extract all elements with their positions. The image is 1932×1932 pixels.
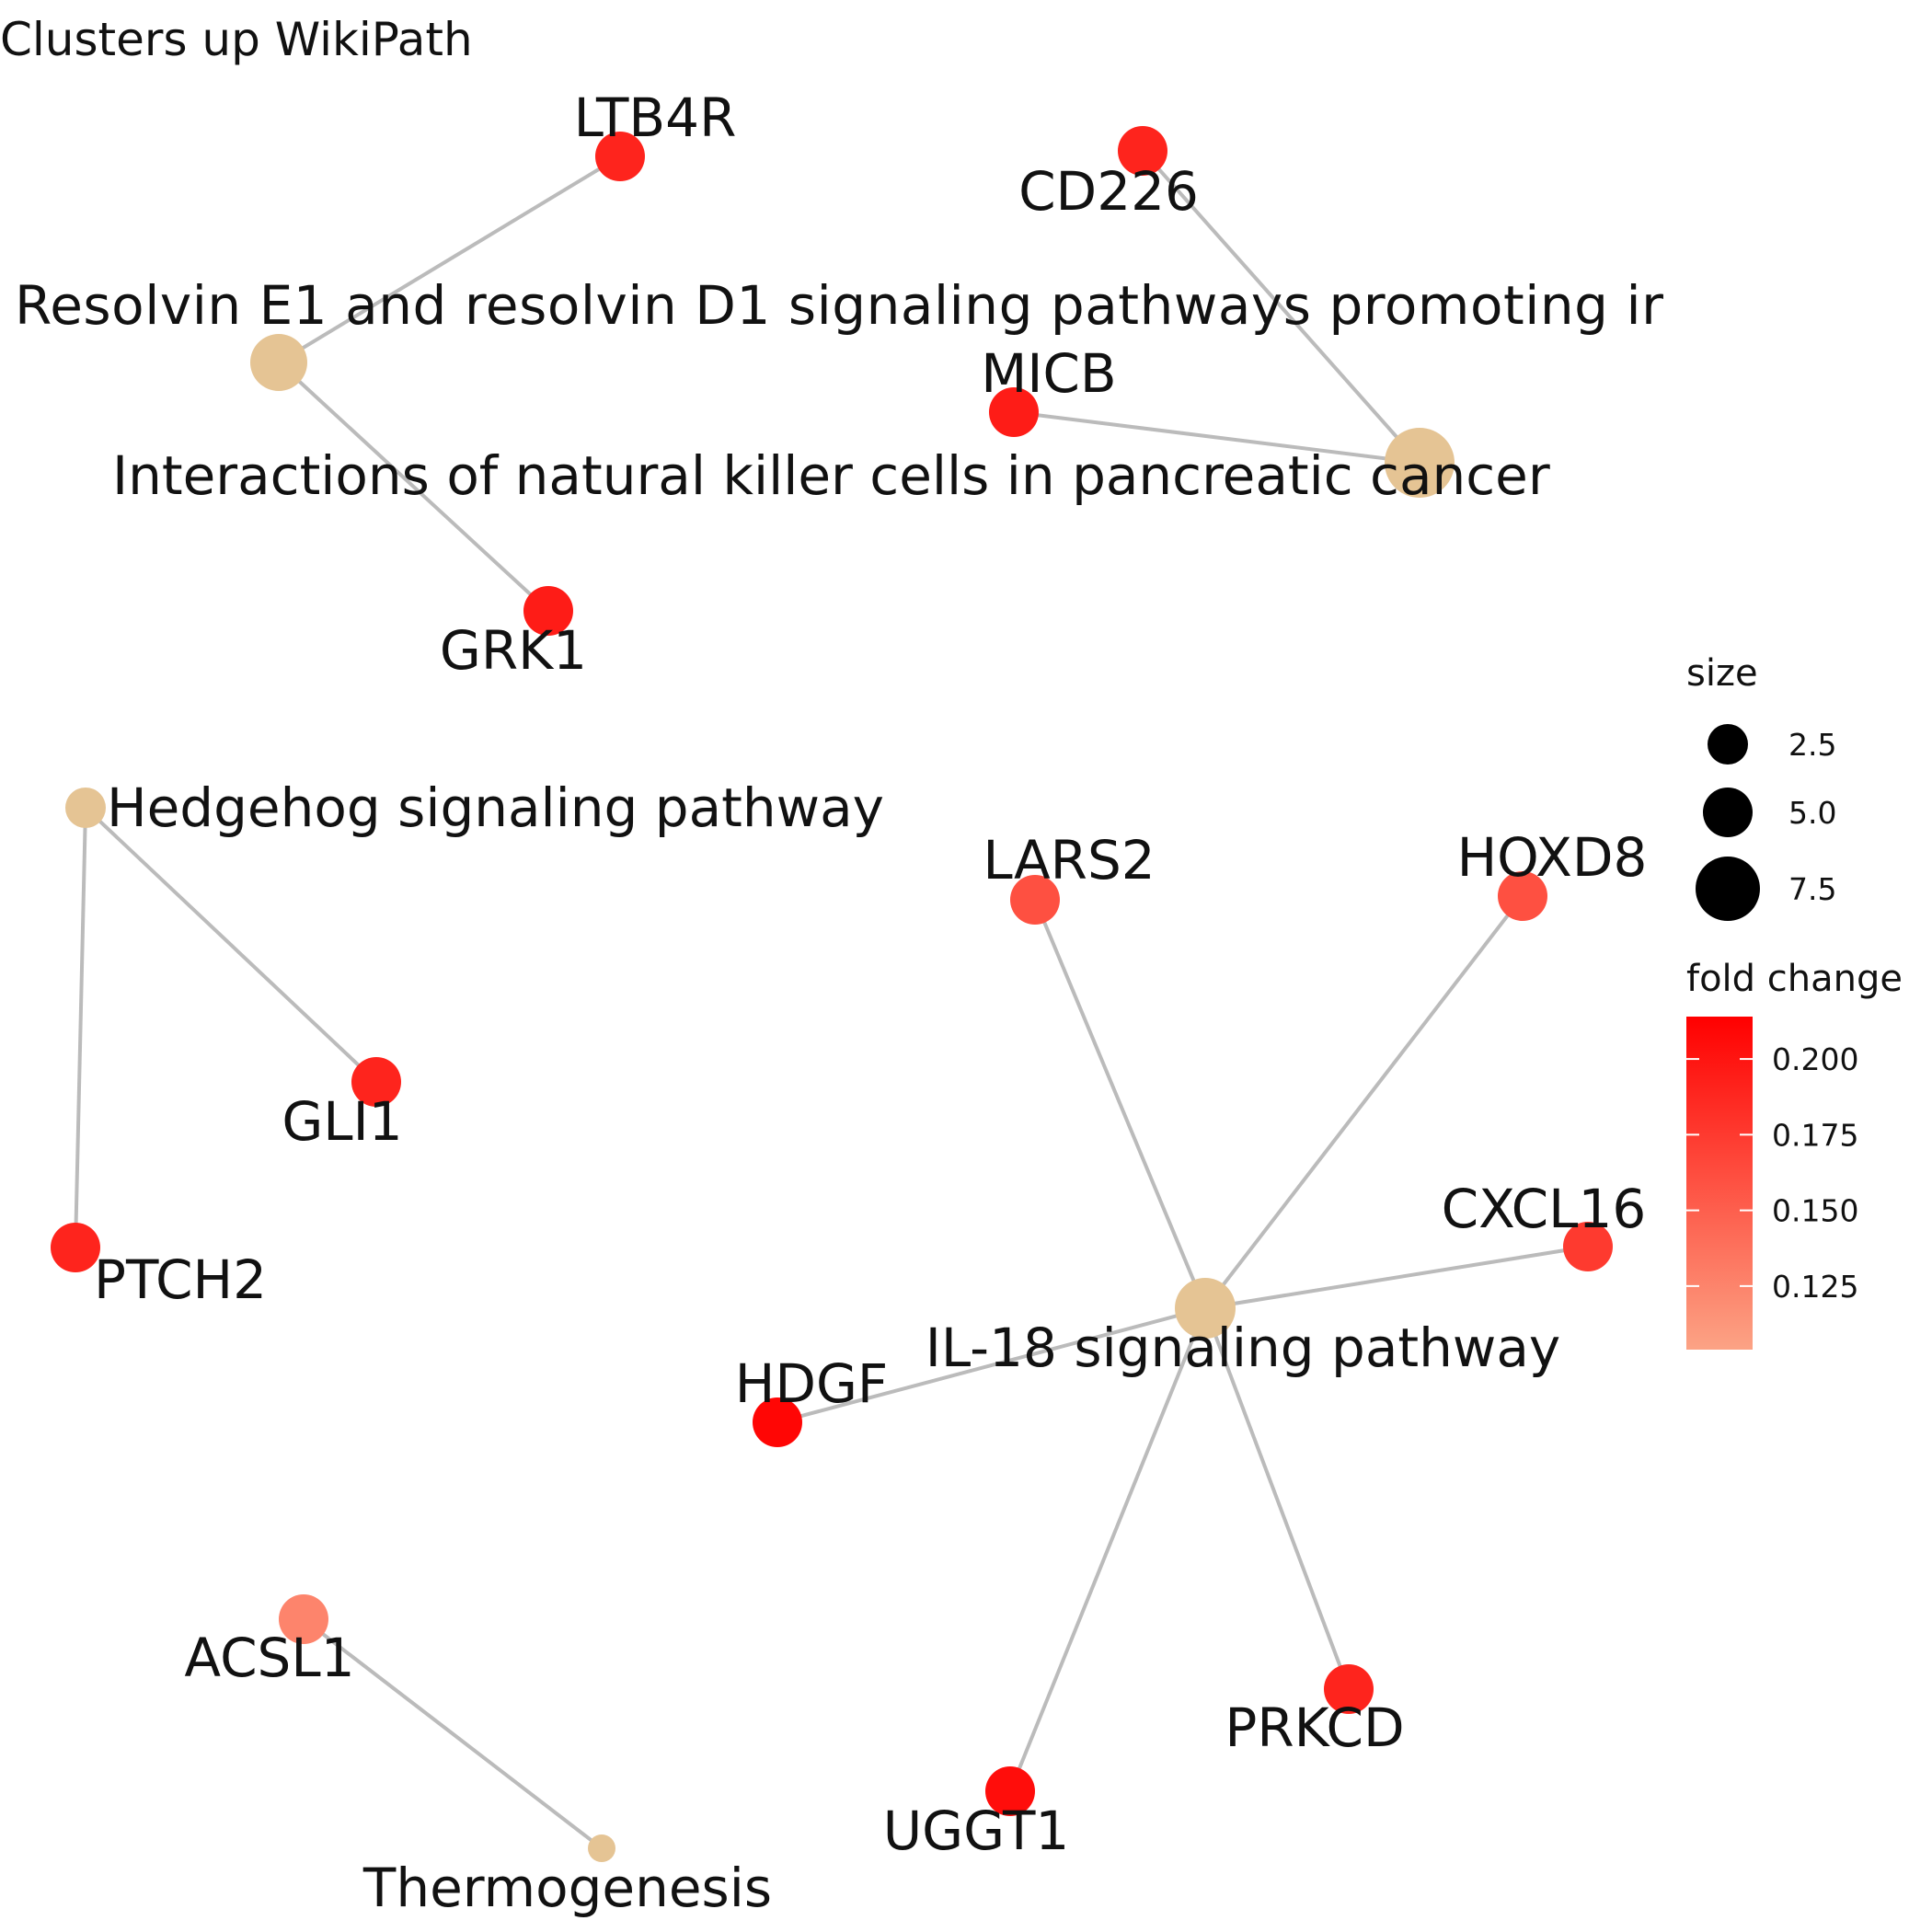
label-ptch2: PTCH2 bbox=[94, 1248, 267, 1311]
node-il18 bbox=[1175, 1278, 1236, 1339]
label-nk_pancreatic: Interactions of natural killer cells in … bbox=[112, 444, 1550, 507]
fold-change-ticks: 0.200 0.175 0.150 0.125 bbox=[1686, 1041, 1858, 1305]
edge-nk_pancreatic-micb bbox=[1013, 410, 1420, 465]
label-uggt1: UGGT1 bbox=[883, 1800, 1070, 1862]
label-thermogenesis: Thermogenesis bbox=[362, 1857, 772, 1919]
edge-hedgehog-gli1 bbox=[84, 806, 378, 1084]
node-layer bbox=[51, 126, 1613, 1862]
node-grk1 bbox=[523, 586, 573, 636]
label-ltb4r: LTB4R bbox=[574, 86, 737, 149]
label-micb: MICB bbox=[981, 342, 1116, 405]
edge-layer bbox=[74, 149, 1589, 1850]
size-legend-dot-2 bbox=[1696, 857, 1760, 921]
edge-acsl1-thermogenesis bbox=[302, 1617, 604, 1850]
node-thermogenesis bbox=[588, 1834, 615, 1862]
label-hoxd8: HOXD8 bbox=[1457, 826, 1648, 889]
edge-il18-lars2 bbox=[1033, 899, 1207, 1309]
label-resolvin: Resolvin E1 and resolvin D1 signaling pa… bbox=[15, 274, 1663, 337]
fold-tick-label-3: 0.125 bbox=[1772, 1269, 1858, 1305]
size-legend-label-0: 2.5 bbox=[1788, 727, 1836, 763]
label-cd226: CD226 bbox=[1018, 160, 1199, 223]
node-uggt1 bbox=[985, 1766, 1035, 1816]
edge-il18-uggt1 bbox=[1008, 1307, 1207, 1792]
node-hdgf bbox=[753, 1397, 802, 1447]
label-grk1: GRK1 bbox=[440, 619, 587, 682]
size-legend-dot-1 bbox=[1703, 788, 1753, 837]
size-legend-title: size bbox=[1686, 652, 1758, 695]
label-lars2: LARS2 bbox=[983, 829, 1155, 891]
fold-tick-label-2: 0.150 bbox=[1772, 1193, 1858, 1229]
fold-tick-label-1: 0.175 bbox=[1772, 1117, 1858, 1153]
fold-change-colorbar bbox=[1686, 1017, 1753, 1350]
node-ltb4r bbox=[595, 132, 645, 181]
node-hoxd8 bbox=[1498, 871, 1547, 921]
node-hedgehog bbox=[65, 788, 106, 828]
edge-nk_pancreatic-cd226 bbox=[1141, 149, 1421, 465]
size-legend-label-1: 5.0 bbox=[1788, 795, 1836, 831]
size-legend: 2.5 5.0 7.5 bbox=[1696, 724, 1836, 921]
edge-il18-hoxd8 bbox=[1203, 894, 1524, 1310]
node-cxcl16 bbox=[1563, 1222, 1613, 1271]
node-acsl1 bbox=[279, 1594, 328, 1644]
legend: size 2.5 5.0 7.5 fold change 0.200 0.175 0.1… bbox=[1686, 652, 1903, 1350]
node-lars2 bbox=[1010, 875, 1060, 925]
label-hedgehog: Hedgehog signaling pathway bbox=[107, 776, 884, 839]
edge-il18-cxcl16 bbox=[1204, 1245, 1589, 1310]
edge-resolvin-grk1 bbox=[277, 361, 550, 613]
edge-resolvin-ltb4r bbox=[277, 155, 622, 364]
label-il18: IL-18 signaling pathway bbox=[926, 1317, 1560, 1379]
size-legend-dot-0 bbox=[1708, 724, 1748, 765]
label-prkcd: PRKCD bbox=[1225, 1696, 1404, 1759]
size-legend-label-2: 7.5 bbox=[1788, 871, 1836, 907]
node-gli1 bbox=[351, 1057, 401, 1107]
label-layer: Resolvin E1 and resolvin D1 signaling pa… bbox=[15, 86, 1663, 1919]
node-micb bbox=[989, 387, 1039, 437]
edge-il18-prkcd bbox=[1203, 1307, 1351, 1690]
node-ptch2 bbox=[51, 1223, 100, 1272]
label-acsl1: ACSL1 bbox=[184, 1627, 354, 1689]
edge-hedgehog-ptch2 bbox=[74, 807, 87, 1248]
node-prkcd bbox=[1324, 1664, 1374, 1714]
node-resolvin bbox=[250, 334, 307, 391]
node-nk_pancreatic bbox=[1385, 428, 1455, 498]
label-hdgf: HDGF bbox=[735, 1352, 889, 1415]
fold-tick-label-0: 0.200 bbox=[1772, 1041, 1858, 1077]
fold-change-legend-title: fold change bbox=[1686, 958, 1903, 1000]
label-cxcl16: CXCL16 bbox=[1442, 1178, 1647, 1240]
node-cd226 bbox=[1118, 126, 1167, 176]
plot-title: Clusters up WikiPath bbox=[0, 13, 473, 66]
label-gli1: GLI1 bbox=[282, 1090, 402, 1153]
edge-il18-hdgf bbox=[776, 1306, 1206, 1424]
